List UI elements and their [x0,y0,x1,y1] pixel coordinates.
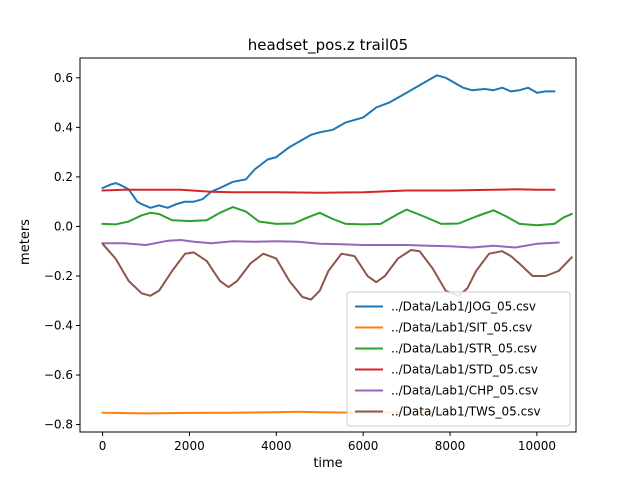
legend-label-5: ../Data/Lab1/TWS_05.csv [391,405,541,419]
y-tick-label: 0.2 [54,170,73,184]
legend: ../Data/Lab1/JOG_05.csv ../Data/Lab1/SIT_… [346,291,571,427]
y-tick-label: −0.2 [44,269,73,283]
series-line-4 [101,239,560,249]
y-tick-label: −0.4 [44,318,73,332]
legend-label-4: ../Data/Lab1/CHP_05.csv [391,384,538,398]
axes: 0 2000 4000 6000 8000 10000 −0.8 −0.6 −0.4 −0.2 0.… [44,57,577,453]
x-tick-label: 2000 [174,439,205,453]
series-line-3 [101,188,556,194]
y-tick-label: 0.0 [54,219,73,233]
series-line-5 [101,242,574,301]
y-tick-label: 0.4 [54,120,73,134]
chart-title: headset_pos.z trail05 [248,36,408,55]
y-tick-label: −0.8 [44,418,73,432]
series-line-0 [101,74,556,209]
series-line-2 [101,206,574,227]
legend-label-3: ../Data/Lab1/STD_05.csv [391,363,538,377]
y-tick-label: −0.6 [44,368,73,382]
x-axis-title: time [313,456,342,471]
x-tick-label: 10000 [518,439,556,453]
x-tick-label: 0 [99,439,107,453]
legend-label-1: ../Data/Lab1/SIT_05.csv [391,321,532,335]
y-tick-label: 0.6 [54,71,73,85]
x-tick-label: 6000 [348,439,379,453]
legend-box [346,291,571,427]
x-tick-label: 4000 [261,439,292,453]
axes-frame [79,57,577,433]
x-tick-label: 8000 [435,439,466,453]
legend-label-2: ../Data/Lab1/STR_05.csv [391,342,537,356]
y-axis-title: meters [18,219,33,265]
legend-label-0: ../Data/Lab1/JOG_05.csv [391,300,536,314]
plot-area [101,74,574,415]
